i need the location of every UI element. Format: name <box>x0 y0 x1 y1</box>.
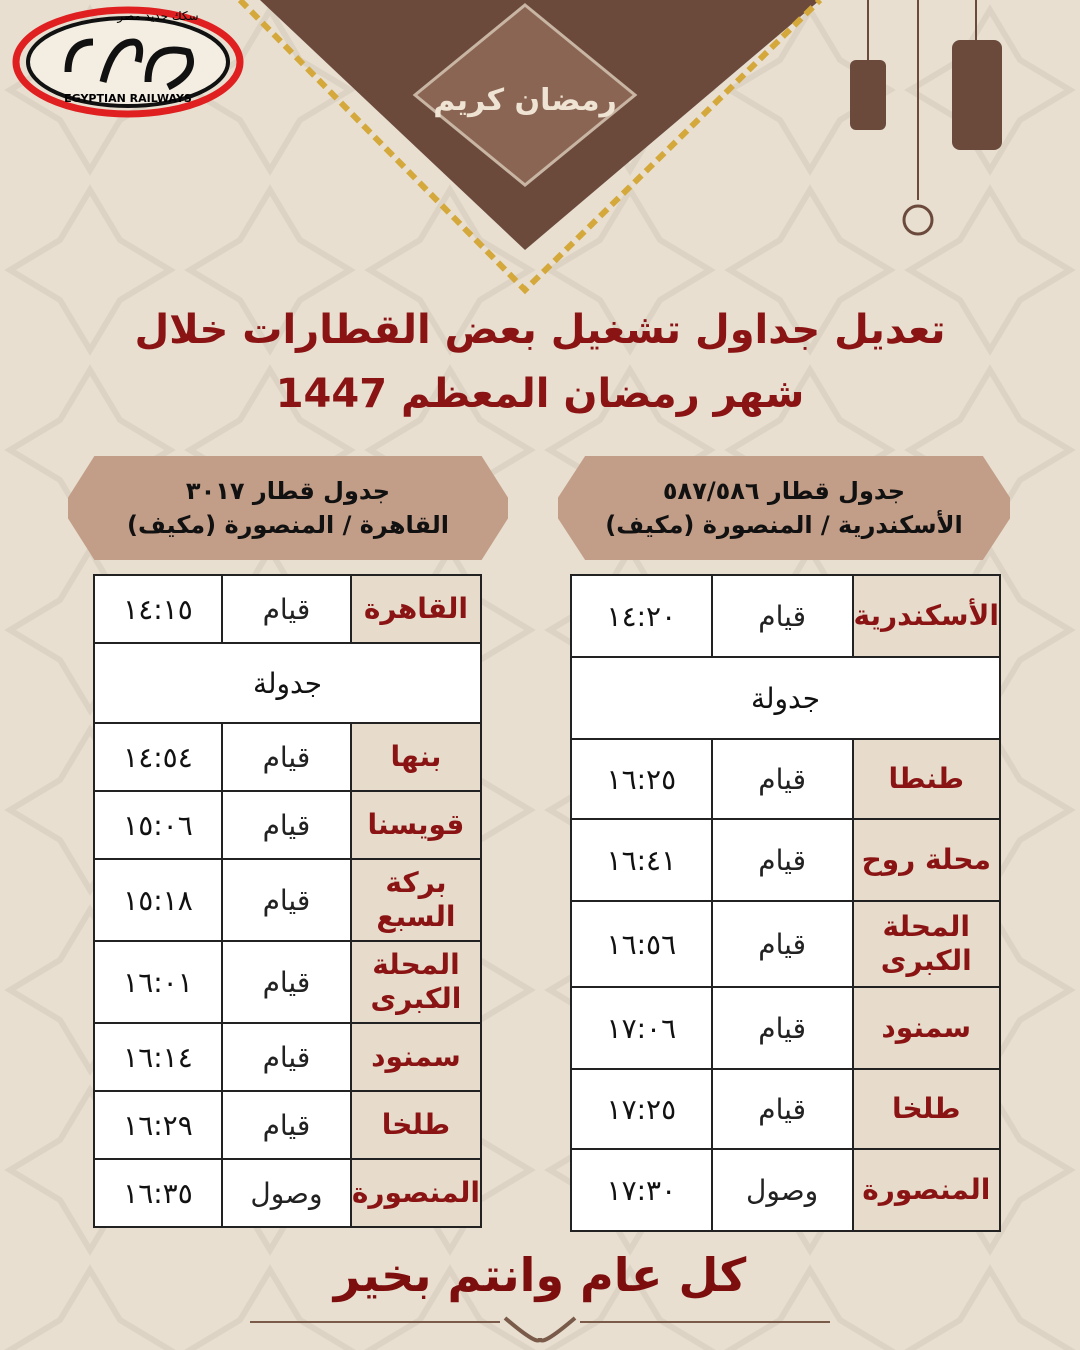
table-row: المحلة الكبرى قيام ١٦:٠١ <box>93 940 483 1024</box>
action: قيام <box>220 574 352 644</box>
time: ١٧:٢٥ <box>570 1068 713 1150</box>
time: ١٤:١٥ <box>93 574 223 644</box>
table-row: سمنود قيام ١٦:١٤ <box>93 1022 483 1092</box>
right-header-route: الأسكندرية / المنصورة (مكيف) <box>605 511 963 539</box>
time: ١٦:٠١ <box>93 940 223 1024</box>
station: سمنود <box>349 1022 483 1092</box>
footer-greeting: كل عام وانتم بخير <box>333 1248 747 1302</box>
lanterns-decoration <box>850 0 1002 236</box>
time: ١٧:٠٦ <box>570 986 713 1070</box>
station: قويسنا <box>349 790 483 860</box>
lantern-icon <box>850 60 886 130</box>
table-row: طنطا قيام ١٦:٢٥ <box>570 738 1002 820</box>
time: ١٦:٥٦ <box>570 900 713 988</box>
egyptian-railways-logo: EGYPTIAN RAILWAYS سكك حديد مصر <box>12 6 244 118</box>
table-row: الأسكندرية قيام ١٤:٢٠ <box>570 574 1002 658</box>
station: المحلة الكبرى <box>851 900 1002 988</box>
section-label: جدولة <box>570 656 1001 740</box>
time: ١٦:٤١ <box>570 818 713 902</box>
table-row: المحلة الكبرى قيام ١٦:٥٦ <box>570 900 1002 988</box>
table-row: بركة السبع قيام ١٥:١٨ <box>93 858 483 942</box>
action: قيام <box>220 858 352 942</box>
action: قيام <box>220 1090 352 1160</box>
section-label: جدولة <box>93 642 482 724</box>
action: قيام <box>220 940 352 1024</box>
table-row: المنصورة وصول ١٦:٣٥ <box>93 1158 483 1228</box>
action: وصول <box>710 1148 854 1232</box>
station: القاهرة <box>349 574 483 644</box>
action: قيام <box>710 986 854 1070</box>
time: ١٤:٥٤ <box>93 722 223 792</box>
time: ١٦:٢٩ <box>93 1090 223 1160</box>
right-schedule-table: الأسكندرية قيام ١٤:٢٠ جدولة طنطا قيام ١٦:٢… <box>570 574 1002 1232</box>
svg-text:سكك حديد مصر: سكك حديد مصر <box>116 9 198 24</box>
star-ornament-icon <box>902 204 934 236</box>
title-line-2: شهر رمضان المعظم 1447 <box>275 371 805 417</box>
ornament-divider <box>250 1316 830 1343</box>
ramadan-banner: رمضان كريم <box>237 0 823 295</box>
station: طلخا <box>349 1090 483 1160</box>
station: طلخا <box>851 1068 1002 1150</box>
table-row: محلة روح قيام ١٦:٤١ <box>570 818 1002 902</box>
left-header-route: القاهرة / المنصورة (مكيف) <box>126 511 450 539</box>
action: قيام <box>220 1022 352 1092</box>
right-schedule-header: جدول قطار ٥٨٧/٥٨٦ الأسكندرية / المنصورة … <box>558 456 1010 560</box>
left-schedule-table: القاهرة قيام ١٤:١٥ جدولة بنها قيام ١٤:٥٤ ق… <box>93 574 483 1228</box>
station: بركة السبع <box>349 858 483 942</box>
time: ١٥:٠٦ <box>93 790 223 860</box>
station: بنها <box>349 722 483 792</box>
station: المنصورة <box>349 1158 483 1228</box>
svg-text:EGYPTIAN RAILWAYS: EGYPTIAN RAILWAYS <box>64 92 192 105</box>
title-line-1: تعديل جداول تشغيل بعض القطارات خلال <box>134 307 946 353</box>
table-row: المنصورة وصول ١٧:٣٠ <box>570 1148 1002 1232</box>
action: قيام <box>710 1068 854 1150</box>
station: سمنود <box>851 986 1002 1070</box>
table-row: طلخا قيام ١٧:٢٥ <box>570 1068 1002 1150</box>
table-row: بنها قيام ١٤:٥٤ <box>93 722 483 792</box>
lantern-icon <box>952 40 1002 150</box>
action: قيام <box>220 722 352 792</box>
left-schedule-header: جدول قطار ٣٠١٧ القاهرة / المنصورة (مكيف) <box>68 456 508 560</box>
time: ١٤:٢٠ <box>570 574 713 658</box>
table-row: القاهرة قيام ١٤:١٥ <box>93 574 483 644</box>
station: المحلة الكبرى <box>349 940 483 1024</box>
action: قيام <box>710 818 854 902</box>
right-header-train: جدول قطار ٥٨٧/٥٨٦ <box>662 477 906 505</box>
table-row: طلخا قيام ١٦:٢٩ <box>93 1090 483 1160</box>
time: ١٦:١٤ <box>93 1022 223 1092</box>
action: وصول <box>220 1158 352 1228</box>
table-row: سمنود قيام ١٧:٠٦ <box>570 986 1002 1070</box>
action: قيام <box>710 738 854 820</box>
action: قيام <box>220 790 352 860</box>
table-row: قويسنا قيام ١٥:٠٦ <box>93 790 483 860</box>
time: ١٧:٣٠ <box>570 1148 713 1232</box>
left-header-train: جدول قطار ٣٠١٧ <box>185 477 391 505</box>
time: ١٦:٢٥ <box>570 738 713 820</box>
svg-text:رمضان كريم: رمضان كريم <box>433 83 617 118</box>
time: ١٥:١٨ <box>93 858 223 942</box>
station: طنطا <box>851 738 1002 820</box>
time: ١٦:٣٥ <box>93 1158 223 1228</box>
station: المنصورة <box>851 1148 1002 1232</box>
station: محلة روح <box>851 818 1002 902</box>
station: الأسكندرية <box>851 574 1002 658</box>
action: قيام <box>710 900 854 988</box>
action: قيام <box>710 574 854 658</box>
